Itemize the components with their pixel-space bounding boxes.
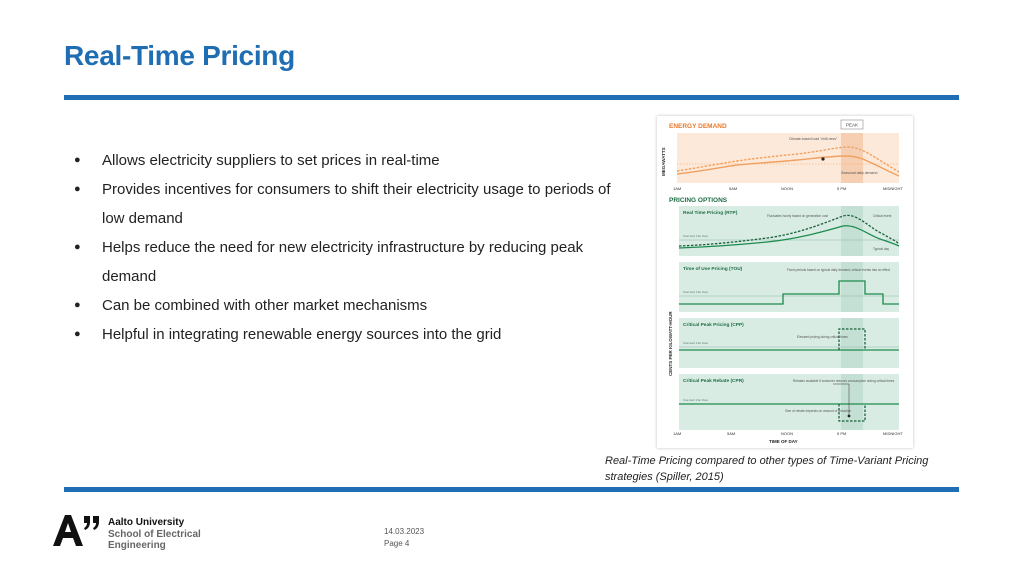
footer-divider	[64, 487, 959, 492]
rtp-note: Fluctuates hourly based on generation co…	[767, 214, 828, 218]
slide-title: Real-Time Pricing	[64, 40, 295, 71]
bullet-item: ● Helps reduce the need for new electrici…	[72, 233, 632, 291]
aalto-logo-icon	[53, 515, 99, 546]
demand-tick: NOON	[781, 186, 793, 191]
cents-per-kwh-label: CENTS PER KILOWATT-HOUR	[668, 311, 673, 376]
rtp-title: Real Time Pricing (RTP)	[683, 210, 738, 216]
tou-note: Fixed periods based on typical daily dem…	[787, 268, 890, 272]
energy-demand-heading: ENERGY DEMAND	[669, 123, 727, 130]
bullet-text: Allows electricity suppliers to set pric…	[102, 152, 440, 169]
tou-peak-band	[841, 262, 863, 312]
megawatts-label: MEGAWATTS	[661, 147, 666, 176]
bullet-text: Can be combined with other market mechan…	[102, 297, 428, 314]
bullet-item: ● Can be combined with other market mecha…	[72, 291, 632, 320]
org-line-university: Aalto University	[108, 517, 185, 528]
cpr-peak-band	[841, 374, 863, 430]
energy-demand-bg	[677, 133, 899, 183]
rtp-typical-curve	[678, 225, 900, 249]
tou-flat-label: Standard Flat Rate	[683, 290, 709, 294]
bullet-dot: ●	[74, 154, 81, 166]
time-of-day-label: TIME OF DAY	[769, 439, 798, 444]
rtp-flat-label: Standard Flat Rate	[683, 234, 709, 238]
pricing-figure-graphic: ENERGY DEMAND PEAK MEGAWATTS Climate-bas…	[661, 119, 903, 444]
cpp-flat-label: Standard Flat Rate	[683, 341, 709, 345]
cpr-note-size: Size of rebate depends on amount of redu…	[785, 409, 852, 413]
bullet-text: Helps reduce the need for new electricit…	[102, 239, 584, 285]
peak-band	[841, 133, 863, 183]
bullet-item: ● Helpful in integrating renewable energy…	[72, 320, 632, 349]
bullet-dot: ●	[74, 328, 81, 340]
figure-caption: Real-Time Pricing compared to other type…	[605, 455, 929, 483]
cpp-peak-band	[841, 318, 863, 368]
org-line-engineering: Engineering	[108, 540, 166, 551]
cpr-note-dot	[847, 414, 851, 418]
demand-typical-curve	[676, 155, 900, 177]
rtp-note-critical: Critical event	[873, 214, 892, 218]
time-tick: 1AM	[673, 431, 681, 436]
organization-name: Aalto University School of Electrical En…	[108, 517, 201, 552]
demand-tick: 5AM	[729, 186, 737, 191]
cpr-note-pointer	[833, 383, 850, 416]
footer-meta: 14.03.2023 Page 4	[384, 526, 424, 550]
footer-date: 14.03.2023	[384, 527, 425, 536]
bullet-item: ● Provides incentives for consumers to sh…	[72, 175, 632, 233]
rtp-peak-band	[841, 206, 863, 256]
title-divider	[64, 95, 959, 100]
rtp-note-typical: Typical day	[873, 247, 889, 251]
demand-marker	[821, 157, 825, 161]
pricing-options-heading: PRICING OPTIONS	[669, 197, 728, 204]
demand-note-right: Seasonal daily demand	[841, 171, 877, 175]
demand-tick: 1AM	[673, 186, 681, 191]
bullet-dot: ●	[74, 299, 81, 311]
time-tick: NOON	[781, 431, 793, 436]
cpr-title: Critical Peak Rebate (CPR)	[683, 378, 744, 384]
bullet-dot: ●	[74, 241, 81, 253]
cpr-rebate-line	[838, 404, 866, 422]
rtp-critical-curve	[678, 214, 900, 247]
time-tick: MIDNIGHT	[883, 431, 903, 436]
tou-title: Time of Use Pricing (TOU)	[683, 266, 743, 272]
cpp-note: Elevated pricing during critical times	[797, 335, 848, 339]
demand-tick: 5 PM	[837, 186, 846, 191]
cpp-critical-line	[838, 328, 866, 350]
bullet-text: Provides incentives for consumers to shi…	[102, 181, 611, 227]
org-line-school: School of Electrical	[108, 528, 201, 540]
time-tick: 5AM	[727, 431, 735, 436]
cpp-title: Critical Peak Pricing (CPP)	[683, 322, 744, 328]
bullet-dot: ●	[74, 183, 81, 195]
tou-step-line	[679, 280, 899, 305]
peak-label: PEAK	[846, 123, 858, 128]
bullet-text: Helpful in integrating renewable energy …	[102, 326, 502, 343]
demand-note-top: Climate-based load "chill-ness"	[789, 137, 838, 141]
time-tick: 5 PM	[837, 431, 846, 436]
cpr-flat-label: Standard Flat Rate	[683, 398, 709, 402]
bullet-item: ● Allows electricity suppliers to set pri…	[72, 146, 632, 175]
demand-critical-curve	[676, 146, 900, 173]
bullet-list: ● Allows electricity suppliers to set pri…	[72, 146, 632, 349]
footer-page-number: Page 4	[384, 539, 410, 548]
demand-tick: MIDNIGHT	[883, 186, 903, 191]
peak-box	[840, 119, 864, 130]
cpr-note: Rebates available if customer reduces co…	[793, 379, 895, 383]
pricing-figure: ENERGY DEMAND PEAK MEGAWATTS Climate-bas…	[657, 116, 913, 448]
